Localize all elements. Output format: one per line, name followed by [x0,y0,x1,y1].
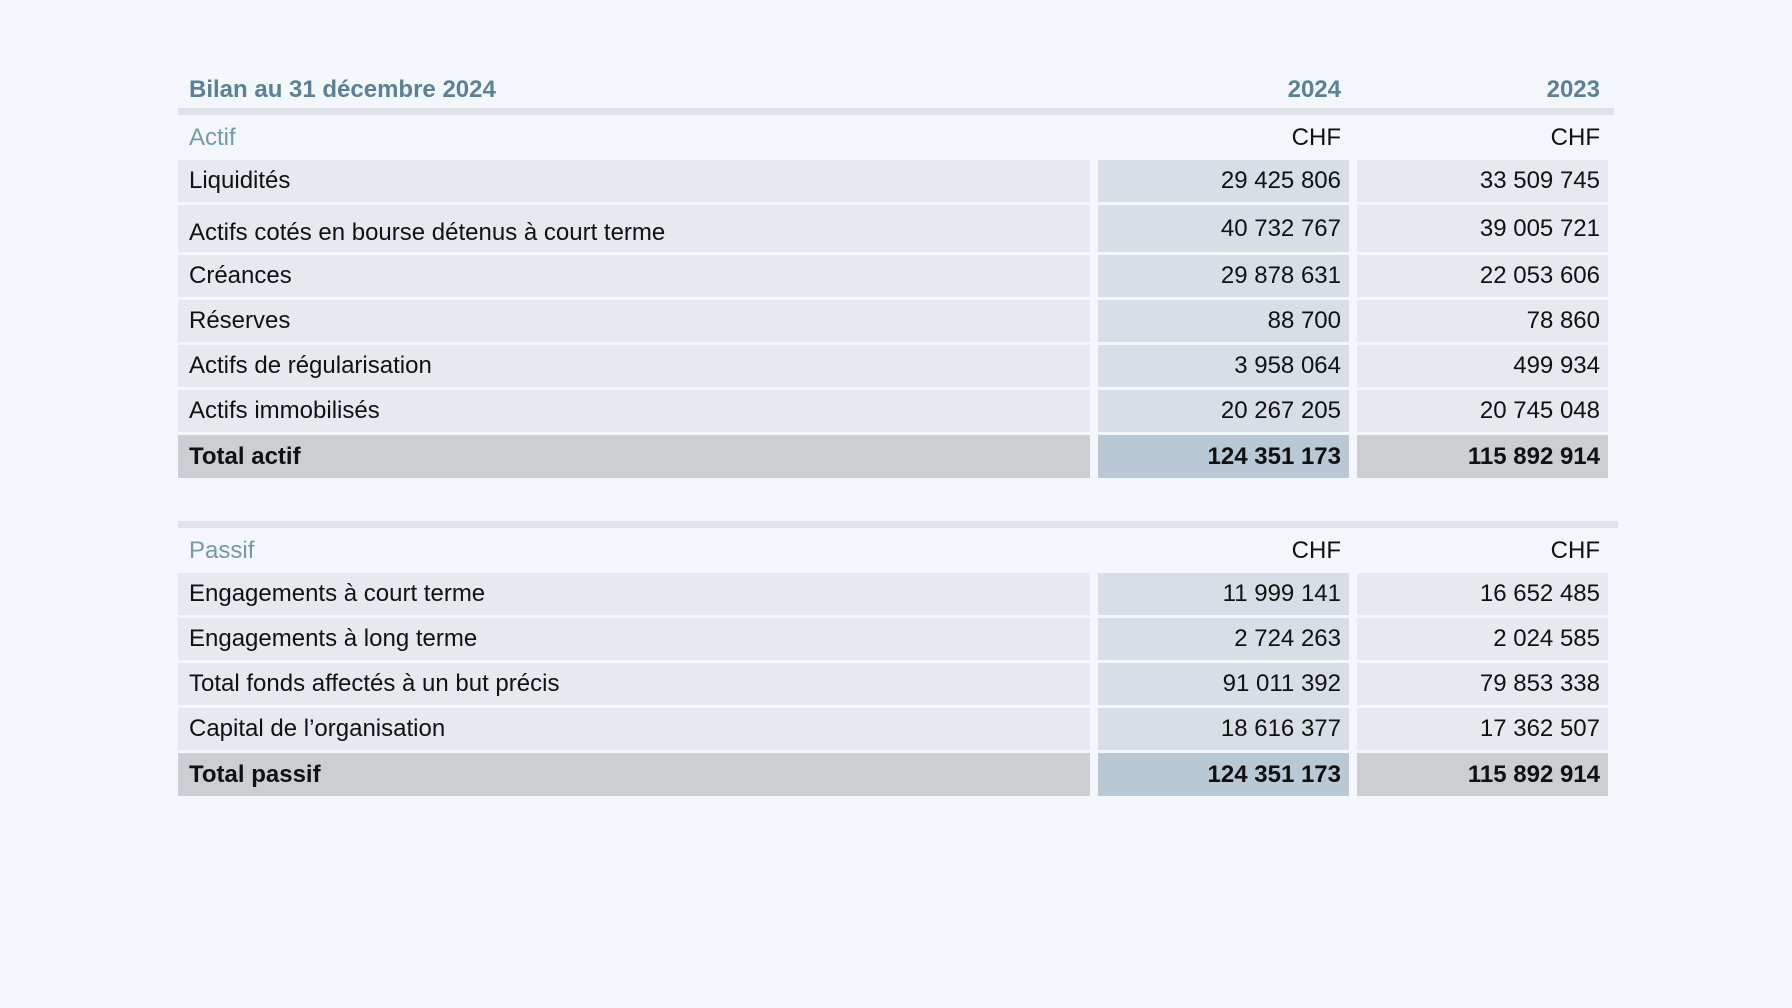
balance-sheet: Bilan au 31 décembre 2024 2024 2023 Acti… [178,72,1618,796]
table-header: Bilan au 31 décembre 2024 2024 2023 [178,72,1614,115]
value-2024: 91 011 392 [1098,663,1349,708]
row-label: Actifs de régularisation [178,345,1090,390]
value-2024: 3 958 064 [1098,345,1349,390]
currency-label: CHF [1291,536,1341,564]
row-label: Total fonds affectés à un but précis [178,663,1090,708]
table-row: Actifs de régularisation 3 958 064 499 9… [178,345,1614,390]
total-2023: 115 892 914 [1357,753,1608,796]
value-2023: 22 053 606 [1357,255,1608,300]
value-2023: 33 509 745 [1357,160,1608,205]
table-row: Capital de l’organisation 18 616 377 17 … [178,708,1614,753]
row-label: Créances [178,255,1090,300]
value-2024: 29 425 806 [1098,160,1349,205]
currency-label: CHF [1550,536,1600,564]
table-row: Réserves 88 700 78 860 [178,300,1614,345]
value-2024: 2 724 263 [1098,618,1349,663]
total-label: Total passif [178,753,1090,796]
table-row: Total fonds affectés à un but précis 91 … [178,663,1614,708]
page-title: Bilan au 31 décembre 2024 [189,76,496,103]
value-2023: 2 024 585 [1357,618,1608,663]
currency-label: CHF [1550,123,1600,151]
value-2024: 11 999 141 [1098,573,1349,618]
total-row-actif: Total actif 124 351 173 115 892 914 [178,435,1614,478]
table-row: Actifs cotés en bourse détenus à court t… [178,205,1614,255]
section-label: Passif [189,536,255,564]
value-2024: 29 878 631 [1098,255,1349,300]
total-row-passif: Total passif 124 351 173 115 892 914 [178,753,1614,796]
value-2023: 39 005 721 [1357,205,1608,255]
row-label: Liquidités [178,160,1090,205]
value-2023: 499 934 [1357,345,1608,390]
currency-label: CHF [1291,123,1341,151]
row-label: Engagements à court terme [178,573,1090,618]
table-row: Liquidités 29 425 806 33 509 745 [178,160,1614,205]
table-row: Actifs immobilisés 20 267 205 20 745 048 [178,390,1614,435]
value-2024: 18 616 377 [1098,708,1349,753]
total-label: Total actif [178,435,1090,478]
row-label: Réserves [178,300,1090,345]
section-header-passif: Passif CHF CHF [178,528,1614,573]
total-2024: 124 351 173 [1098,753,1349,796]
total-2023: 115 892 914 [1357,435,1608,478]
year-2024-header: 2024 [1287,76,1341,103]
row-label: Engagements à long terme [178,618,1090,663]
value-2023: 20 745 048 [1357,390,1608,435]
value-2024: 20 267 205 [1098,390,1349,435]
section-label: Actif [189,123,236,151]
row-label: Actifs cotés en bourse détenus à court t… [178,205,1090,255]
table-row: Créances 29 878 631 22 053 606 [178,255,1614,300]
section-divider [178,521,1618,528]
value-2023: 79 853 338 [1357,663,1608,708]
section-header-actif: Actif CHF CHF [178,115,1614,160]
table-row: Engagements à long terme 2 724 263 2 024… [178,618,1614,663]
value-2023: 16 652 485 [1357,573,1608,618]
row-label: Capital de l’organisation [178,708,1090,753]
row-label: Actifs immobilisés [178,390,1090,435]
value-2024: 40 732 767 [1098,205,1349,255]
value-2023: 78 860 [1357,300,1608,345]
value-2024: 88 700 [1098,300,1349,345]
total-2024: 124 351 173 [1098,435,1349,478]
year-2023-header: 2023 [1546,76,1600,103]
value-2023: 17 362 507 [1357,708,1608,753]
table-row: Engagements à court terme 11 999 141 16 … [178,573,1614,618]
